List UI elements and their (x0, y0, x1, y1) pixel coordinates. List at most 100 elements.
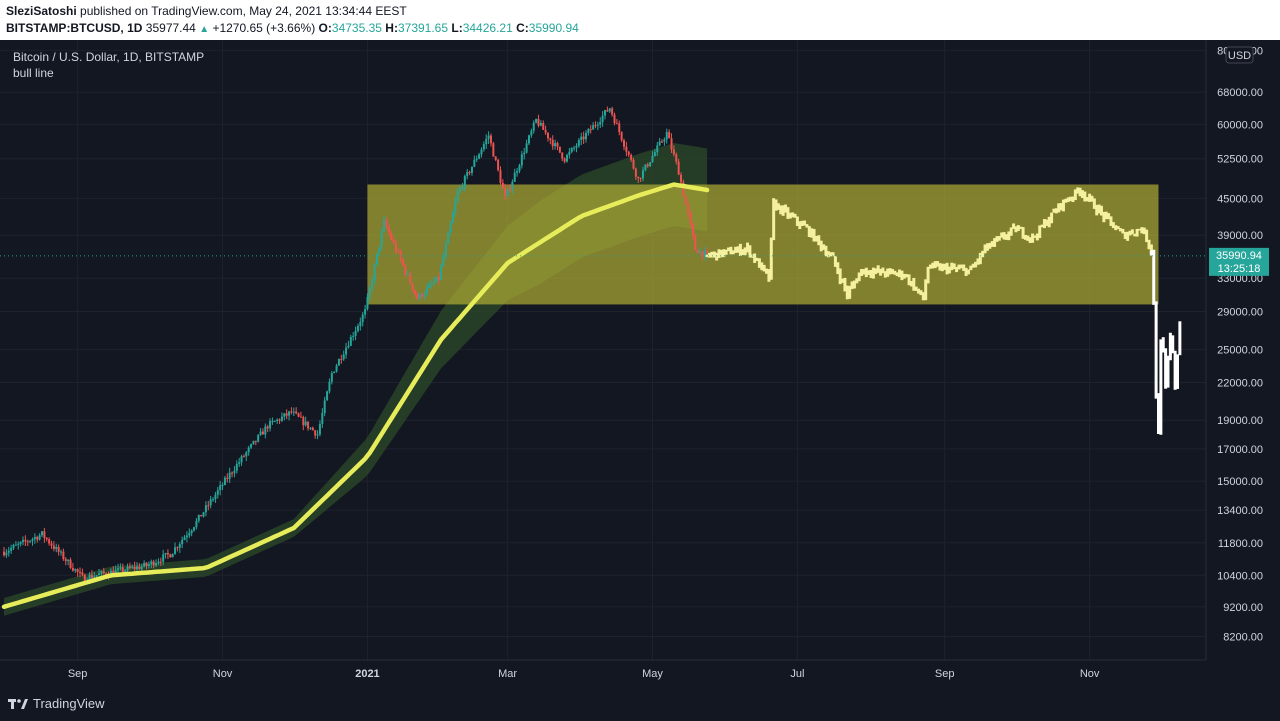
candle-body (124, 570, 127, 572)
legend-indicator[interactable]: bull line (13, 66, 54, 80)
candle-body (604, 110, 606, 116)
crash-bar (1164, 348, 1168, 389)
candle-body (404, 265, 407, 275)
projection-bar (938, 263, 942, 271)
candle-body (411, 283, 414, 291)
projection-bar (845, 285, 849, 300)
candle-body (691, 224, 694, 236)
crash-bar (1178, 321, 1182, 356)
candle-body (537, 118, 540, 126)
candle-body (601, 115, 604, 123)
candle-body (703, 251, 706, 257)
projection-bar (881, 267, 885, 274)
candle-body (463, 176, 466, 188)
price-chart[interactable]: 80000.0068000.0060000.0052500.0045000.00… (0, 40, 1280, 721)
projection-bar (879, 268, 883, 276)
projection-bar (795, 216, 799, 226)
projection-bar (1137, 228, 1141, 231)
projection-bar (883, 271, 887, 278)
publisher-name[interactable]: SleziSatoshi (6, 4, 77, 18)
projection-bar (1066, 197, 1070, 203)
projection-bar (959, 264, 963, 269)
candle-body (421, 293, 424, 297)
candle-body (245, 452, 248, 457)
projection-bar (974, 261, 978, 268)
candle-body (599, 122, 602, 125)
projection-bar (765, 268, 769, 274)
candle-body (326, 391, 329, 401)
projection-bar (1097, 204, 1101, 214)
candle-body (321, 413, 324, 424)
candle-body (254, 440, 257, 442)
candle-body (549, 138, 552, 140)
projection-bar (933, 261, 937, 269)
time-tick-label: Nov (1080, 668, 1100, 680)
candle-body (644, 164, 647, 171)
projection-bar (1021, 227, 1025, 239)
projection-bar (898, 269, 902, 278)
candle-body (212, 499, 215, 501)
currency-badge[interactable]: USD (1225, 46, 1254, 64)
candle-body (238, 462, 241, 464)
price-axis-bg (1206, 40, 1280, 660)
projection-bar (874, 268, 878, 275)
candle-body (31, 539, 34, 541)
candle-body (345, 347, 348, 355)
candle-body (307, 421, 310, 429)
price-tick-label: 17000.00 (1217, 444, 1263, 456)
candle-body (451, 212, 454, 224)
candle-body (394, 242, 397, 252)
candle-body (214, 494, 217, 500)
candle-body (608, 108, 611, 112)
chart-area[interactable]: 80000.0068000.0060000.0052500.0045000.00… (0, 40, 1280, 721)
candle-body (373, 264, 376, 281)
price-tick-label: 15000.00 (1217, 476, 1263, 488)
projection-bar (1007, 231, 1011, 241)
projection-bar (971, 263, 975, 268)
projection-bar (734, 246, 738, 253)
candle-body (371, 280, 374, 288)
candle-body (539, 123, 542, 126)
candle-body (634, 168, 637, 177)
candle-body (649, 162, 652, 167)
candle-body (563, 158, 566, 162)
time-axis[interactable]: Sep Nov 2021 Mar May Jul Sep Nov (0, 659, 1206, 680)
candle-body (242, 456, 245, 458)
tradingview-logo[interactable]: TradingView (8, 696, 105, 711)
projection-bar (1126, 231, 1130, 241)
candle-body (71, 568, 74, 571)
candle-body (90, 574, 93, 578)
candle-body (366, 296, 369, 310)
projection-bar (1073, 189, 1077, 201)
close-value: 35990.94 (528, 21, 579, 35)
candle-body (195, 520, 198, 528)
projection-bar (1000, 232, 1004, 238)
candle-body (478, 154, 481, 159)
price-tick-label: 29000.00 (1217, 306, 1263, 318)
candle-body (485, 138, 488, 145)
open-value: 34735.35 (331, 21, 382, 35)
projection-bar (1059, 203, 1063, 211)
projection-bar (786, 207, 790, 219)
candle-body (378, 246, 381, 254)
candle-body (482, 144, 485, 150)
candle-body (64, 559, 67, 562)
candle-body (430, 284, 433, 286)
price-ticks: 80000.0068000.0060000.0052500.0045000.00… (1217, 45, 1263, 643)
projection-bar (886, 268, 890, 277)
candle-body (55, 546, 58, 549)
candle-body (342, 354, 345, 360)
projection-bar (860, 268, 864, 277)
candle-body (546, 132, 549, 139)
candle-body (278, 419, 281, 421)
time-tick-label: May (642, 668, 663, 680)
candle-body (383, 219, 386, 232)
projection-bar (793, 213, 797, 218)
projection-bar (857, 272, 861, 282)
projection-bar (1042, 218, 1046, 229)
candle-body (257, 434, 260, 442)
tradingview-wordmark: TradingView (33, 696, 105, 711)
candle-body (171, 553, 174, 558)
price-axis[interactable]: 80000.0068000.0060000.0052500.0045000.00… (1205, 40, 1280, 660)
candle-body (202, 512, 205, 517)
